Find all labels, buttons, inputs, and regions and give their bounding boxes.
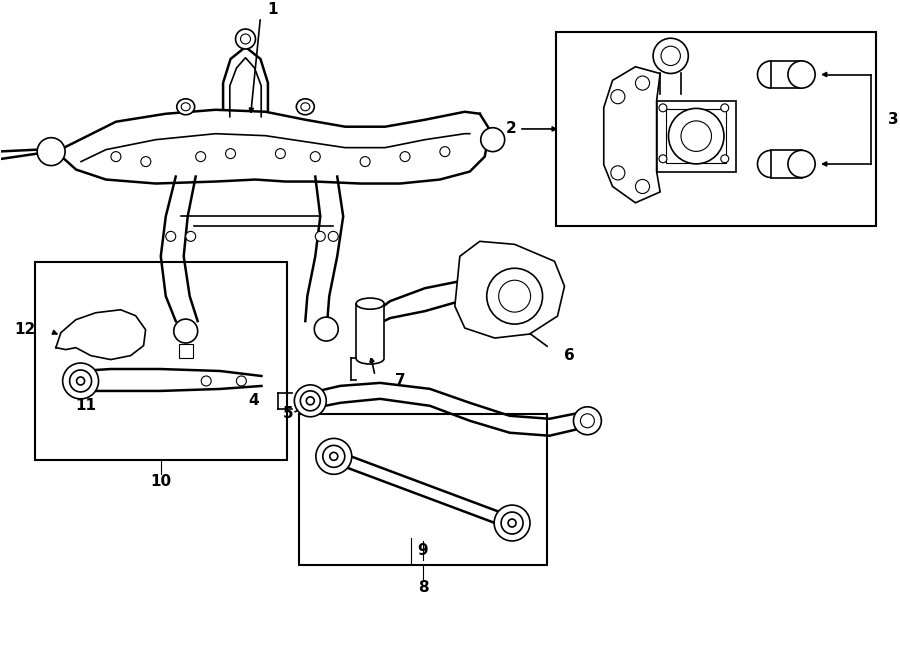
Text: 4: 4 xyxy=(248,393,258,408)
Ellipse shape xyxy=(788,150,815,178)
Circle shape xyxy=(111,151,121,161)
Circle shape xyxy=(721,104,729,112)
Circle shape xyxy=(315,231,325,241)
Polygon shape xyxy=(454,241,564,338)
Bar xyxy=(299,414,546,565)
Circle shape xyxy=(310,151,320,161)
Text: 6: 6 xyxy=(564,348,575,364)
Circle shape xyxy=(573,407,601,435)
Circle shape xyxy=(669,108,724,164)
Circle shape xyxy=(185,231,195,241)
Circle shape xyxy=(440,147,450,157)
Circle shape xyxy=(140,157,151,167)
Circle shape xyxy=(328,231,338,241)
Circle shape xyxy=(653,38,688,73)
Bar xyxy=(179,344,193,358)
Circle shape xyxy=(611,166,625,180)
Circle shape xyxy=(301,391,320,410)
Circle shape xyxy=(400,151,410,161)
Text: 2: 2 xyxy=(506,122,556,136)
Circle shape xyxy=(481,128,505,151)
Text: 9: 9 xyxy=(418,543,428,558)
Circle shape xyxy=(195,151,205,161)
Circle shape xyxy=(236,29,256,49)
Text: 11: 11 xyxy=(75,398,96,413)
Circle shape xyxy=(76,377,85,385)
Circle shape xyxy=(174,319,198,343)
Circle shape xyxy=(294,385,327,417)
Circle shape xyxy=(240,34,250,44)
Circle shape xyxy=(314,317,338,341)
Bar xyxy=(666,109,726,163)
Bar xyxy=(35,262,286,460)
Circle shape xyxy=(508,519,516,527)
Text: 12: 12 xyxy=(14,322,36,337)
Circle shape xyxy=(63,363,98,399)
Bar xyxy=(771,61,802,88)
Bar xyxy=(657,100,736,171)
Circle shape xyxy=(166,231,176,241)
Circle shape xyxy=(360,157,370,167)
Circle shape xyxy=(275,149,285,159)
Text: 10: 10 xyxy=(150,475,172,489)
Circle shape xyxy=(681,121,712,151)
Circle shape xyxy=(659,155,667,163)
Polygon shape xyxy=(604,67,660,203)
Text: 1: 1 xyxy=(267,1,278,17)
Circle shape xyxy=(499,280,531,312)
Circle shape xyxy=(316,438,352,475)
Ellipse shape xyxy=(176,98,194,115)
Circle shape xyxy=(487,268,543,324)
Bar xyxy=(771,150,802,178)
Circle shape xyxy=(580,414,594,428)
Ellipse shape xyxy=(788,61,815,88)
Circle shape xyxy=(611,90,625,104)
Circle shape xyxy=(329,452,338,460)
Circle shape xyxy=(306,397,314,405)
Circle shape xyxy=(69,370,92,392)
Circle shape xyxy=(202,376,211,386)
Ellipse shape xyxy=(356,298,384,309)
Circle shape xyxy=(635,179,650,194)
Text: 3: 3 xyxy=(888,112,898,127)
Circle shape xyxy=(721,155,729,163)
Circle shape xyxy=(635,76,650,90)
Circle shape xyxy=(661,46,680,65)
Bar xyxy=(356,303,384,358)
Circle shape xyxy=(237,376,247,386)
Text: 5: 5 xyxy=(284,406,293,421)
Circle shape xyxy=(226,149,236,159)
Ellipse shape xyxy=(296,98,314,115)
Circle shape xyxy=(494,505,530,541)
Circle shape xyxy=(659,104,667,112)
Bar xyxy=(555,32,876,226)
Circle shape xyxy=(323,446,345,467)
Ellipse shape xyxy=(181,103,190,111)
Circle shape xyxy=(501,512,523,534)
Circle shape xyxy=(37,137,65,166)
Ellipse shape xyxy=(301,103,310,111)
Text: 7: 7 xyxy=(395,373,405,389)
Text: 8: 8 xyxy=(418,580,428,595)
